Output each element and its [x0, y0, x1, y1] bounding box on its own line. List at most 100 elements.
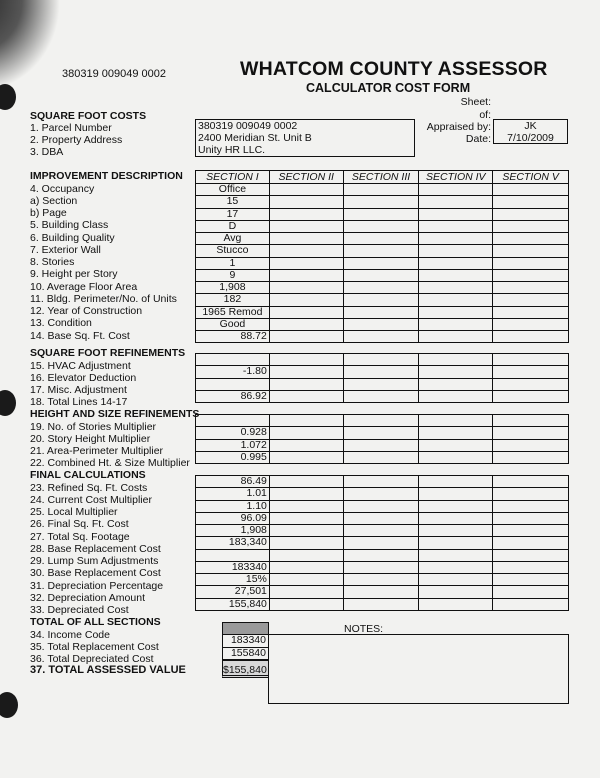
totals-value-cell[interactable]: 155840 — [222, 646, 269, 660]
section-cell[interactable] — [342, 377, 420, 391]
section-cell[interactable] — [418, 389, 494, 404]
section-cell[interactable] — [418, 280, 494, 295]
section-cell[interactable] — [418, 231, 494, 246]
section-cell[interactable] — [268, 536, 344, 550]
section-i-cell[interactable]: 183340 — [195, 560, 270, 575]
section-i-cell[interactable]: 155,840 — [195, 597, 270, 611]
section-cell[interactable] — [418, 244, 494, 258]
section-cell[interactable] — [268, 195, 344, 209]
section-i-cell[interactable]: 0.928 — [195, 426, 270, 440]
section-cell[interactable] — [492, 413, 569, 428]
section-cell[interactable] — [418, 413, 494, 428]
section-cell[interactable] — [342, 511, 420, 526]
section-cell[interactable] — [492, 487, 569, 501]
section-i-cell[interactable]: 86.92 — [195, 389, 270, 404]
section-cell[interactable] — [418, 268, 494, 283]
section-cell[interactable] — [342, 413, 420, 428]
section-cell[interactable] — [342, 523, 420, 538]
section-i-cell[interactable]: 9 — [195, 268, 270, 283]
section-cell[interactable] — [492, 268, 569, 283]
section-cell[interactable] — [268, 560, 344, 575]
section-cell[interactable] — [418, 195, 494, 209]
section-i-cell[interactable]: 0.995 — [195, 450, 270, 465]
section-cell[interactable] — [268, 377, 344, 391]
section-cell[interactable] — [418, 487, 494, 501]
section-cell[interactable] — [492, 560, 569, 575]
section-cell[interactable] — [418, 207, 494, 221]
section-cell[interactable] — [492, 511, 569, 526]
section-cell[interactable] — [342, 474, 420, 489]
section-i-cell[interactable]: 1.072 — [195, 438, 270, 452]
section-cell[interactable] — [342, 450, 420, 465]
section-cell[interactable] — [268, 231, 344, 246]
section-cell[interactable] — [268, 474, 344, 489]
section-cell[interactable] — [268, 182, 344, 197]
section-i-cell[interactable]: -1.80 — [195, 365, 270, 379]
section-cell[interactable] — [492, 585, 569, 599]
section-i-cell[interactable]: 1.01 — [195, 487, 270, 501]
section-cell[interactable] — [418, 219, 494, 234]
section-cell[interactable] — [268, 511, 344, 526]
section-cell[interactable] — [268, 523, 344, 538]
section-cell[interactable] — [342, 365, 420, 379]
section-cell[interactable] — [342, 256, 420, 270]
section-cell[interactable] — [418, 572, 494, 587]
section-cell[interactable] — [268, 293, 344, 307]
section-cell[interactable] — [418, 352, 494, 367]
section-cell[interactable] — [268, 572, 344, 587]
section-cell[interactable] — [418, 305, 494, 319]
section-cell[interactable] — [342, 560, 420, 575]
section-cell[interactable] — [342, 548, 420, 562]
section-cell[interactable] — [492, 352, 569, 367]
section-cell[interactable] — [492, 280, 569, 295]
section-cell[interactable] — [342, 280, 420, 295]
section-cell[interactable] — [492, 377, 569, 391]
section-i-cell[interactable]: 1,908 — [195, 523, 270, 538]
section-cell[interactable] — [418, 499, 494, 513]
section-cell[interactable] — [268, 585, 344, 599]
section-cell[interactable] — [418, 256, 494, 270]
section-cell[interactable] — [268, 438, 344, 452]
section-cell[interactable] — [492, 365, 569, 379]
section-cell[interactable] — [268, 487, 344, 501]
section-cell[interactable] — [342, 305, 420, 319]
section-cell[interactable] — [268, 548, 344, 562]
totals-value-cell[interactable]: 183340 — [222, 634, 269, 648]
section-cell[interactable] — [342, 207, 420, 221]
section-cell[interactable] — [418, 560, 494, 575]
section-cell[interactable] — [492, 317, 569, 332]
section-cell[interactable] — [342, 487, 420, 501]
section-cell[interactable] — [418, 585, 494, 599]
section-cell[interactable] — [268, 389, 344, 404]
section-cell[interactable] — [418, 293, 494, 307]
section-i-cell[interactable]: 1.10 — [195, 499, 270, 513]
section-cell[interactable] — [492, 389, 569, 404]
section-i-cell[interactable] — [195, 413, 270, 428]
section-cell[interactable] — [342, 389, 420, 404]
section-cell[interactable] — [492, 499, 569, 513]
section-cell[interactable] — [268, 219, 344, 234]
section-cell[interactable] — [492, 548, 569, 562]
section-cell[interactable] — [342, 317, 420, 332]
totals-value-cell[interactable] — [222, 621, 269, 636]
section-cell[interactable] — [418, 597, 494, 611]
section-cell[interactable] — [268, 280, 344, 295]
section-cell[interactable] — [268, 244, 344, 258]
section-cell[interactable] — [268, 413, 344, 428]
section-cell[interactable] — [268, 256, 344, 270]
section-cell[interactable] — [268, 207, 344, 221]
section-cell[interactable] — [492, 182, 569, 197]
section-cell[interactable] — [342, 585, 420, 599]
section-cell[interactable] — [418, 511, 494, 526]
section-i-cell[interactable]: D — [195, 219, 270, 234]
section-i-cell[interactable] — [195, 352, 270, 367]
section-i-cell[interactable]: 96.09 — [195, 511, 270, 526]
section-i-cell[interactable]: 15 — [195, 195, 270, 209]
section-cell[interactable] — [418, 365, 494, 379]
section-cell[interactable] — [268, 365, 344, 379]
section-cell[interactable] — [492, 244, 569, 258]
section-cell[interactable] — [418, 377, 494, 391]
section-i-cell[interactable] — [195, 548, 270, 562]
section-cell[interactable] — [418, 474, 494, 489]
section-cell[interactable] — [268, 597, 344, 611]
